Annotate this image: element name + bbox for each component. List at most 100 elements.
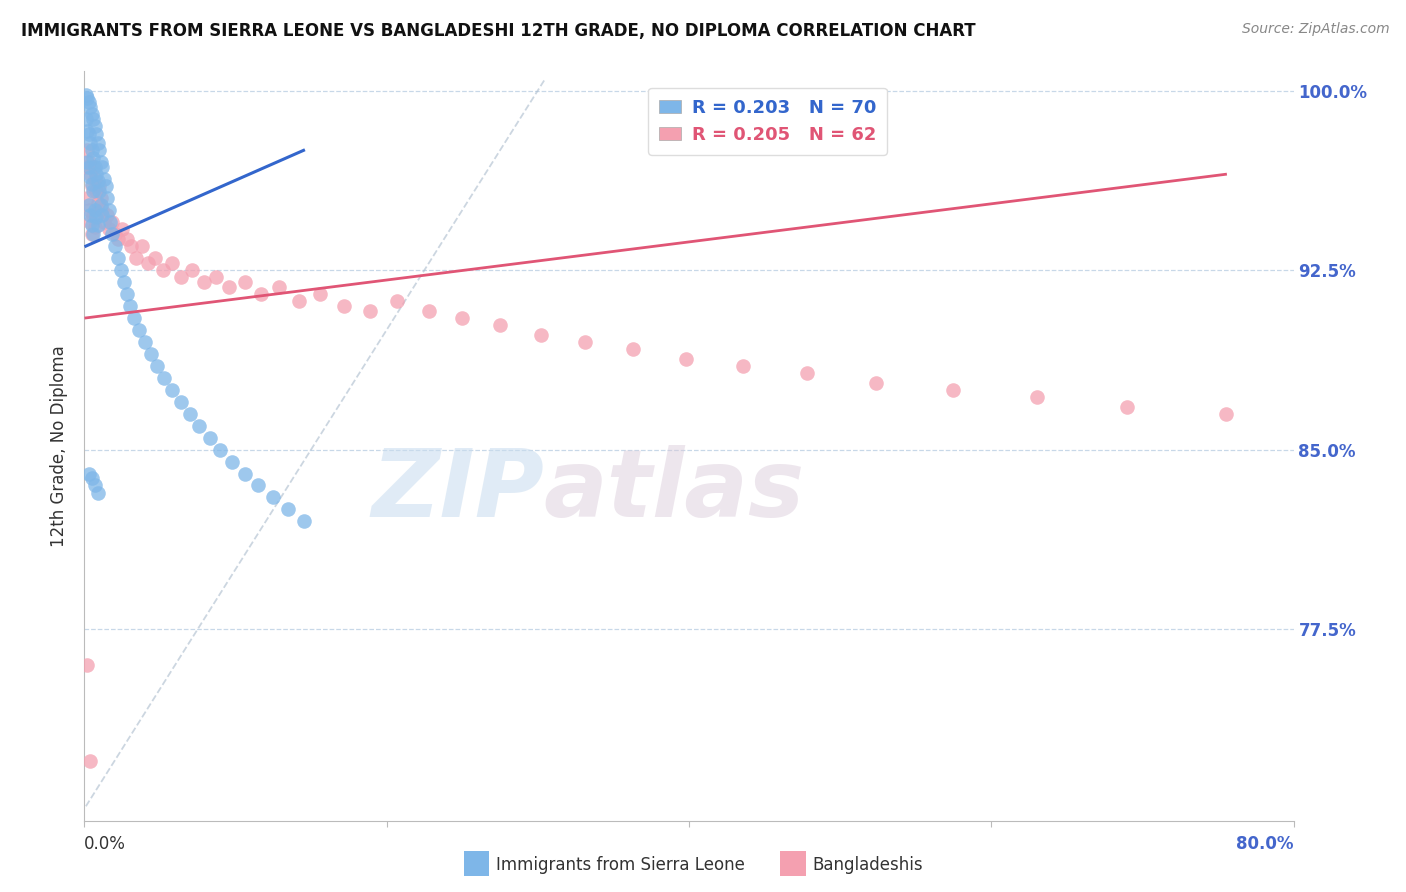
Point — [91, 208, 114, 222]
Point — [1215, 407, 1237, 421]
Point — [160, 256, 183, 270]
Point — [86, 127, 108, 141]
Point — [75, 112, 97, 127]
Point — [80, 144, 103, 158]
Point — [87, 136, 110, 151]
Point — [96, 208, 118, 222]
Point — [93, 172, 115, 186]
Point — [77, 95, 100, 110]
Point — [942, 383, 965, 397]
Point — [136, 256, 159, 270]
Point — [104, 239, 127, 253]
Text: 0.0%: 0.0% — [84, 835, 127, 853]
Point — [79, 215, 101, 229]
Point — [209, 442, 232, 457]
Point — [76, 144, 98, 158]
Point — [86, 211, 108, 225]
Point — [152, 263, 174, 277]
Point — [76, 658, 98, 673]
Point — [107, 251, 129, 265]
Point — [530, 327, 553, 342]
Point — [146, 359, 169, 373]
Point — [865, 376, 887, 390]
Point — [733, 359, 755, 373]
Point — [107, 232, 129, 246]
Point — [233, 275, 256, 289]
Point — [170, 394, 193, 409]
Point — [451, 310, 474, 325]
Point — [91, 160, 114, 174]
Point — [89, 179, 111, 194]
Point — [79, 100, 101, 114]
Point — [76, 124, 98, 138]
Point — [87, 196, 110, 211]
Point — [89, 144, 111, 158]
Point — [90, 191, 112, 205]
Point — [418, 303, 440, 318]
Point — [153, 371, 176, 385]
Point — [262, 491, 284, 505]
Point — [621, 342, 644, 356]
Point — [82, 151, 104, 165]
Point — [76, 155, 98, 169]
Point — [82, 227, 104, 241]
Point — [96, 191, 118, 205]
Point — [79, 136, 101, 151]
Point — [675, 351, 697, 366]
Point — [574, 334, 596, 349]
Point — [87, 174, 110, 188]
Text: IMMIGRANTS FROM SIERRA LEONE VS BANGLADESHI 12TH GRADE, NO DIPLOMA CORRELATION C: IMMIGRANTS FROM SIERRA LEONE VS BANGLADE… — [21, 22, 976, 40]
Point — [79, 754, 101, 768]
Point — [120, 239, 142, 253]
Point — [80, 471, 103, 485]
Point — [796, 366, 818, 380]
Point — [198, 431, 221, 445]
Point — [80, 218, 103, 232]
Point — [122, 310, 145, 325]
Point — [75, 88, 97, 103]
Point — [1116, 400, 1139, 414]
Point — [179, 407, 201, 421]
Point — [128, 323, 150, 337]
Point — [94, 179, 117, 194]
Point — [489, 318, 512, 332]
Point — [84, 120, 107, 134]
Point — [250, 287, 273, 301]
Point — [1025, 390, 1047, 404]
Point — [86, 184, 108, 198]
Point — [90, 198, 112, 212]
Point — [110, 263, 132, 277]
Point — [89, 184, 111, 198]
Point — [97, 222, 120, 236]
Point — [288, 294, 311, 309]
Point — [77, 160, 100, 174]
Text: 80.0%: 80.0% — [1236, 835, 1294, 853]
Point — [139, 347, 162, 361]
Point — [93, 215, 115, 229]
Point — [84, 478, 107, 492]
Point — [359, 303, 381, 318]
Y-axis label: 12th Grade, No Diploma: 12th Grade, No Diploma — [51, 345, 69, 547]
Point — [87, 218, 110, 232]
Point — [80, 179, 103, 194]
Point — [77, 467, 100, 481]
Point — [233, 467, 256, 481]
Point — [180, 263, 202, 277]
Point — [277, 502, 299, 516]
Point — [79, 169, 101, 184]
Point — [77, 203, 100, 218]
Point — [104, 227, 127, 241]
Point — [205, 270, 228, 285]
Text: Source: ZipAtlas.com: Source: ZipAtlas.com — [1241, 22, 1389, 37]
Point — [84, 219, 107, 234]
Point — [115, 287, 138, 301]
Point — [97, 203, 120, 218]
Point — [218, 280, 240, 294]
Point — [309, 287, 332, 301]
Point — [86, 167, 108, 181]
Point — [188, 418, 211, 433]
Point — [111, 222, 134, 236]
Point — [82, 208, 104, 222]
Point — [90, 155, 112, 169]
Point — [292, 515, 315, 529]
